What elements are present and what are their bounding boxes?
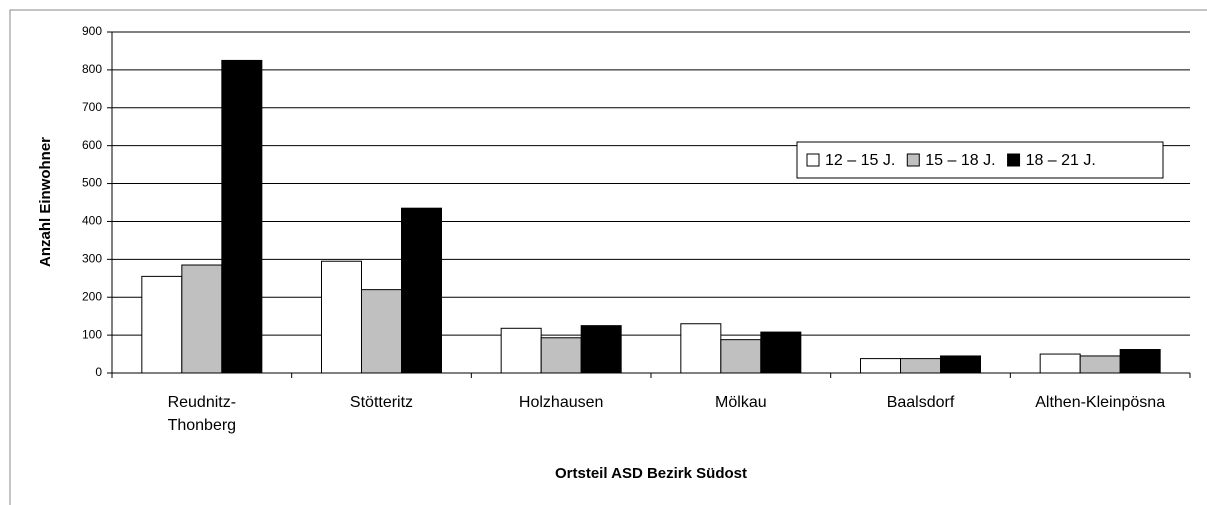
x-tick-label: Holzhausen [519,394,604,411]
bar [141,275,183,374]
y-tick-label: 900 [82,24,102,38]
legend-swatch [806,153,820,167]
y-axis-title: Anzahl Einwohner [37,137,54,267]
bar [760,331,802,374]
y-tick-label: 100 [82,327,102,341]
y-tick-label: 700 [82,100,102,114]
y-tick-label: 400 [82,214,102,228]
y-tick-label: 800 [82,62,102,76]
x-tick-label-line: Thonberg [168,417,237,434]
bar [321,260,362,374]
bar [361,289,402,374]
x-tick-label-line: Reudnitz- [168,394,236,411]
legend-swatch [1007,153,1021,167]
legend-label: 12 – 15 J. [825,152,895,169]
bar [580,325,622,374]
bar [860,358,901,374]
bar [540,337,582,374]
x-tick-label: Reudnitz- Thonberg [168,394,237,434]
x-axis-title: Ortsteil ASD Bezirk Südost [555,465,747,482]
y-tick-label: 600 [82,138,102,152]
y-tick-label: 200 [82,289,102,303]
bar [1119,349,1161,374]
y-tick-label: 0 [95,365,102,379]
x-tick-label: Althen-Kleinpösna [1035,394,1165,411]
y-tick-label: 500 [82,176,102,190]
frame [9,9,1207,505]
bar [181,264,223,374]
bar [500,327,542,374]
x-tick-label: Mölkau [715,394,767,411]
bar [900,358,941,374]
bar [720,339,762,374]
x-tick-label: Baalsdorf [887,394,955,411]
bar [1039,353,1081,374]
bar [680,323,722,374]
x-tick-label: Stötteritz [350,394,413,411]
bar [401,207,442,374]
bar [1079,355,1121,374]
legend-label: 18 – 21 J. [1026,152,1096,169]
legend-swatch [906,153,920,167]
bar [221,59,263,374]
bar [940,355,981,374]
y-tick-label: 300 [82,252,102,266]
legend-label: 15 – 18 J. [925,152,995,169]
legend-box [796,141,1164,179]
